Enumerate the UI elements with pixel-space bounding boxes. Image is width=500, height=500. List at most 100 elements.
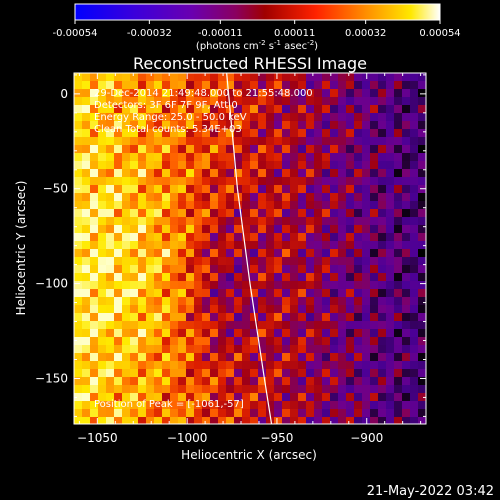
heatmap-pixel: [306, 241, 314, 249]
heatmap-pixel: [234, 305, 242, 313]
heatmap-pixel: [98, 257, 106, 265]
heatmap-pixel: [234, 385, 242, 393]
heatmap-pixel: [178, 209, 186, 217]
heatmap-pixel: [410, 193, 418, 201]
heatmap-pixel: [266, 97, 274, 105]
heatmap-pixel: [162, 329, 170, 337]
heatmap-pixel: [330, 137, 338, 145]
heatmap-pixel: [98, 89, 106, 97]
heatmap-pixel: [162, 249, 170, 257]
heatmap-pixel: [234, 377, 242, 385]
peak-position-label: Position of Peak = [-1061,-57]: [94, 399, 244, 410]
colorbar-ticks: -0.00054 -0.00032 -0.00011 0.00011 0.00032 0.…: [53, 20, 461, 39]
heatmap-pixel: [154, 353, 162, 361]
heatmap-pixel: [162, 137, 170, 145]
heatmap-pixel: [154, 105, 162, 113]
heatmap-pixel: [306, 305, 314, 313]
heatmap-pixel: [330, 185, 338, 193]
heatmap-pixel: [114, 377, 122, 385]
heatmap-pixel: [378, 169, 386, 177]
heatmap-pixel: [122, 145, 130, 153]
heatmap-pixel: [114, 409, 122, 417]
heatmap-pixel: [362, 281, 370, 289]
heatmap-pixel: [74, 241, 82, 249]
heatmap-pixel: [354, 345, 362, 353]
heatmap-pixel: [386, 281, 394, 289]
heatmap-pixel: [138, 305, 146, 313]
heatmap-pixel: [298, 289, 306, 297]
heatmap-pixel: [186, 337, 194, 345]
heatmap-pixel: [186, 321, 194, 329]
heatmap-pixel: [418, 129, 426, 137]
heatmap-pixel: [82, 321, 90, 329]
heatmap-pixel: [194, 169, 202, 177]
heatmap-pixel: [146, 297, 154, 305]
heatmap-pixel: [386, 113, 394, 121]
heatmap-pixel: [298, 257, 306, 265]
x-tick-label: −1050: [77, 431, 118, 445]
y-tick-label: −50: [43, 182, 68, 196]
heatmap-pixel: [106, 169, 114, 177]
heatmap-pixel: [362, 329, 370, 337]
heatmap-pixel: [162, 241, 170, 249]
heatmap-pixel: [114, 353, 122, 361]
heatmap-pixel: [138, 409, 146, 417]
heatmap-pixel: [258, 321, 266, 329]
heatmap-pixel: [218, 257, 226, 265]
heatmap-pixel: [370, 113, 378, 121]
heatmap-pixel: [106, 353, 114, 361]
heatmap-pixel: [226, 81, 234, 89]
heatmap-pixel: [242, 273, 250, 281]
heatmap-pixel: [170, 369, 178, 377]
heatmap-pixel: [370, 233, 378, 241]
heatmap-pixel: [114, 345, 122, 353]
heatmap-pixel: [210, 73, 218, 81]
heatmap-pixel: [98, 305, 106, 313]
heatmap-pixel: [370, 153, 378, 161]
heatmap-pixel: [210, 385, 218, 393]
heatmap-pixel: [90, 81, 98, 89]
heatmap-pixel: [346, 289, 354, 297]
heatmap-pixel: [378, 161, 386, 169]
heatmap-pixel: [338, 257, 346, 265]
heatmap-pixel: [210, 409, 218, 417]
heatmap-pixel: [250, 345, 258, 353]
heatmap-pixel: [82, 129, 90, 137]
heatmap-pixel: [186, 81, 194, 89]
heatmap-pixel: [258, 337, 266, 345]
heatmap-pixel: [130, 97, 138, 105]
heatmap-pixel: [378, 225, 386, 233]
heatmap-pixel: [90, 129, 98, 137]
heatmap-pixel: [130, 401, 138, 409]
heatmap-pixel: [162, 225, 170, 233]
heatmap-pixel: [402, 297, 410, 305]
heatmap-pixel: [202, 153, 210, 161]
heatmap-pixel: [274, 241, 282, 249]
heatmap-pixel: [290, 121, 298, 129]
heatmap-pixel: [90, 145, 98, 153]
heatmap-pixel: [322, 353, 330, 361]
heatmap-pixel: [298, 337, 306, 345]
heatmap-pixel: [146, 265, 154, 273]
heatmap-pixel: [130, 249, 138, 257]
heatmap-pixel: [218, 121, 226, 129]
heatmap-pixel: [162, 177, 170, 185]
heatmap-pixel: [314, 209, 322, 217]
heatmap-pixel: [202, 345, 210, 353]
heatmap-pixel: [210, 209, 218, 217]
heatmap-pixel: [394, 201, 402, 209]
heatmap-pixel: [378, 361, 386, 369]
heatmap-pixel: [178, 385, 186, 393]
heatmap-pixel: [218, 129, 226, 137]
heatmap-pixel: [234, 257, 242, 265]
heatmap-pixel: [346, 137, 354, 145]
heatmap-pixel: [386, 153, 394, 161]
heatmap-pixel: [162, 361, 170, 369]
heatmap-pixel: [106, 209, 114, 217]
heatmap-pixel: [162, 73, 170, 81]
heatmap-pixel: [330, 369, 338, 377]
heatmap-pixel: [122, 185, 130, 193]
heatmap-pixel: [186, 257, 194, 265]
colorbar-gradient: [74, 3, 441, 21]
heatmap-pixel: [90, 337, 98, 345]
